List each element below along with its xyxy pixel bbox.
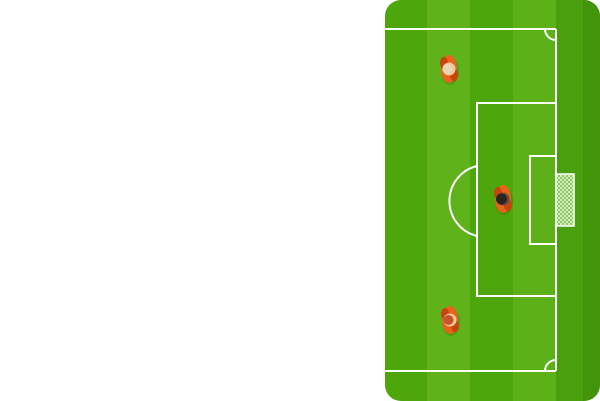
player-center-marker[interactable] xyxy=(494,185,513,215)
player-top-marker[interactable] xyxy=(440,55,459,85)
football-pitch xyxy=(385,0,600,401)
player-hair xyxy=(496,193,507,205)
grass-stripe xyxy=(513,0,556,401)
goal-net xyxy=(555,173,575,227)
pitch-panel xyxy=(385,0,600,401)
player-hair xyxy=(443,315,454,325)
corner-arc-top xyxy=(544,28,557,41)
grass-edge xyxy=(583,0,600,401)
player-bottom-marker[interactable] xyxy=(441,306,460,336)
player-hair xyxy=(442,64,453,74)
penalty-arc xyxy=(448,165,478,237)
grass-stripe xyxy=(385,0,427,401)
corner-arc-bottom xyxy=(544,359,557,372)
